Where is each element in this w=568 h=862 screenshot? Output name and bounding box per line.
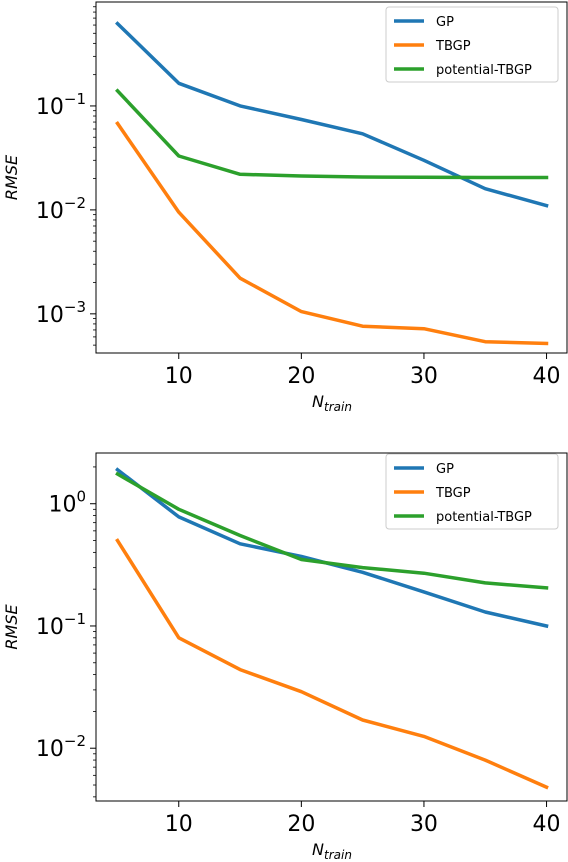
- series-line-tbgp: [115, 538, 549, 790]
- y-tick-label: 10−2: [36, 732, 86, 762]
- legend-label: TBGP: [435, 39, 471, 54]
- legend-label: GP: [436, 462, 454, 477]
- legend: [385, 453, 559, 530]
- x-tick-label: 40: [533, 364, 561, 389]
- y-tick-label: 100: [48, 488, 86, 518]
- chart-2: 100 10−1 10−2 10 20 30 40 Ntrain RMSE GP TBGP poten…: [2, 452, 568, 862]
- x-axis-label: Ntrain: [312, 392, 352, 414]
- series-line-potential-tbgp: [115, 471, 549, 590]
- y-axis-label: RMSE: [2, 154, 21, 200]
- x-tick-label: 10: [165, 812, 193, 837]
- series-line-gp: [115, 21, 549, 208]
- y-axis-label: RMSE: [2, 604, 21, 650]
- x-axis-label: Ntrain: [312, 840, 352, 862]
- y-tick-label: 10−1: [36, 90, 86, 120]
- y-tick-label: 10−2: [36, 194, 86, 224]
- series-line-potential-tbgp: [115, 88, 549, 180]
- x-tick-label: 20: [287, 812, 315, 837]
- y-tick-label: 10−3: [36, 298, 86, 328]
- series-line-tbgp: [115, 120, 549, 346]
- legend-label: GP: [436, 15, 454, 30]
- legend: [385, 6, 559, 83]
- legend-label: potential-TBGP: [436, 510, 532, 525]
- x-tick-label: 10: [165, 364, 193, 389]
- plot-frame: [95, 1, 568, 354]
- x-tick-label: 30: [410, 812, 438, 837]
- plot-frame: [95, 452, 568, 802]
- x-tick-label: 20: [287, 364, 315, 389]
- y-tick-label: 10−1: [36, 610, 86, 640]
- x-tick-label: 30: [410, 364, 438, 389]
- legend-label: TBGP: [435, 486, 471, 501]
- x-tick-label: 40: [533, 812, 561, 837]
- legend-label: potential-TBGP: [436, 63, 532, 78]
- chart-1: 10−1 10−2 10−3 10 20 30 40 Ntrain RMSE GP TBGP pote…: [2, 1, 568, 414]
